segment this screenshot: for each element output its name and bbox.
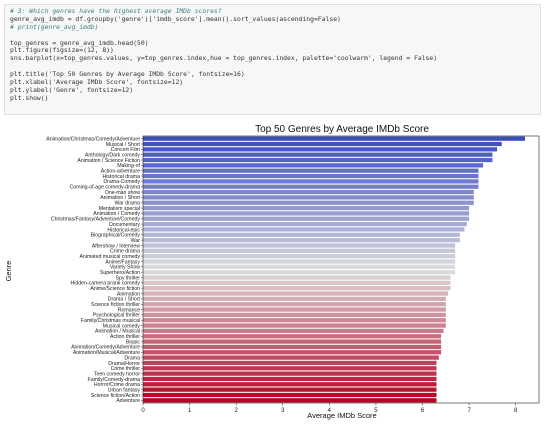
code-line: plt.show() — [10, 95, 535, 103]
bar — [143, 190, 474, 194]
bar — [143, 174, 478, 178]
x-tick-label: 7 — [467, 408, 471, 414]
bar — [143, 398, 437, 402]
bar — [143, 323, 446, 327]
bar — [143, 297, 446, 301]
x-tick-label: 8 — [514, 408, 518, 414]
x-tick-label: 2 — [235, 408, 239, 414]
bar — [143, 206, 469, 210]
bar — [143, 371, 437, 375]
code-line: plt.ylabel('Genre', fontsize=12) — [10, 87, 535, 95]
bar — [143, 137, 525, 141]
bar — [143, 179, 478, 183]
bar — [143, 307, 446, 311]
x-tick-label: 0 — [141, 408, 145, 414]
bar — [143, 382, 437, 386]
bar — [143, 153, 492, 157]
bar — [143, 243, 455, 247]
bar — [143, 329, 443, 333]
code-line: sns.barplot(x=top_genres.values, y=top_g… — [10, 55, 535, 63]
bar — [143, 318, 446, 322]
bar — [143, 163, 483, 167]
bars-group — [143, 137, 525, 403]
bar — [143, 201, 474, 205]
bar — [143, 270, 455, 274]
bar — [143, 185, 478, 189]
y-axis-label: Genre — [4, 261, 13, 282]
bar — [143, 302, 446, 306]
x-tick-label: 6 — [421, 408, 425, 414]
x-tick-label: 1 — [188, 408, 192, 414]
bar — [143, 222, 467, 226]
bar — [143, 355, 439, 359]
bar — [143, 286, 450, 290]
bar — [143, 350, 441, 354]
bar — [143, 281, 450, 285]
bar — [143, 211, 469, 215]
bar — [143, 345, 441, 349]
bar — [143, 169, 478, 173]
bar — [143, 313, 446, 317]
chart-title: Top 50 Genres by Average IMDb Score — [255, 124, 429, 135]
bar — [143, 265, 455, 269]
bar — [143, 275, 450, 279]
bar — [143, 217, 469, 221]
bar — [143, 388, 437, 392]
bar — [143, 361, 437, 365]
bar — [143, 238, 460, 242]
bar — [143, 195, 474, 199]
bar — [143, 142, 502, 146]
bar — [143, 339, 441, 343]
bar — [143, 249, 455, 253]
y-tick-labels: Animation/Christmas/Comedy/AdventureMusi… — [46, 136, 143, 404]
x-tick-label: 3 — [281, 408, 285, 414]
bar — [143, 291, 448, 295]
bar — [143, 147, 497, 151]
bar — [143, 377, 437, 381]
bar — [143, 254, 455, 258]
bar — [143, 158, 492, 162]
bar — [143, 393, 437, 397]
bar — [143, 227, 464, 231]
code-comment-line: # print(genre_avg_imdb) — [10, 24, 535, 32]
bar-chart: Top 50 Genres by Average IMDb Score Anim… — [0, 118, 545, 422]
bar — [143, 233, 460, 237]
code-cell[interactable]: # 3: Which genres have the highest avera… — [4, 4, 541, 115]
x-axis-label: Average IMDb Score — [307, 411, 376, 420]
bar — [143, 334, 441, 338]
y-tick-label: Adventure — [116, 398, 140, 404]
bar — [143, 259, 455, 263]
bar — [143, 366, 437, 370]
